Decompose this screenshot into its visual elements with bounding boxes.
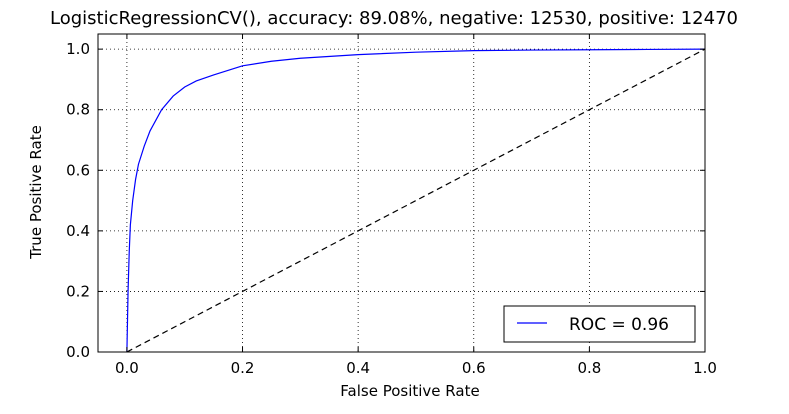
x-tick-label: 0.0 [115, 359, 139, 377]
chart-title: LogisticRegressionCV(), accuracy: 89.08%… [50, 8, 738, 29]
y-tick-label: 0.2 [66, 282, 90, 300]
x-tick-label: 0.6 [462, 359, 486, 377]
legend-label: ROC = 0.96 [569, 315, 669, 335]
chance-diagonal-line [126, 48, 706, 353]
y-tick-label: 0.6 [66, 161, 90, 179]
plot-area-frame [97, 33, 706, 353]
y-tick-label: 0.4 [66, 222, 90, 240]
x-axis-label: False Positive Rate [340, 382, 479, 400]
legend: ROC = 0.96 [503, 305, 696, 343]
plot-series [126, 48, 706, 353]
x-tick-label: 0.2 [231, 359, 255, 377]
roc-curve-line [126, 48, 706, 353]
y-tick-label: 0.8 [66, 101, 90, 119]
x-tick-label: 0.8 [577, 359, 601, 377]
y-tick-label: 0.0 [66, 343, 90, 361]
axis-ticks: 0.0 0.2 0.4 0.6 0.8 1.0 0.0 0.2 0.4 0.6 0.8 1.0 [66, 34, 717, 377]
x-tick-label: 1.0 [693, 359, 717, 377]
y-tick-label: 1.0 [66, 40, 90, 58]
y-axis-label: True Positive Rate [27, 125, 45, 260]
x-tick-label: 0.4 [346, 359, 370, 377]
legend-box [503, 305, 696, 343]
